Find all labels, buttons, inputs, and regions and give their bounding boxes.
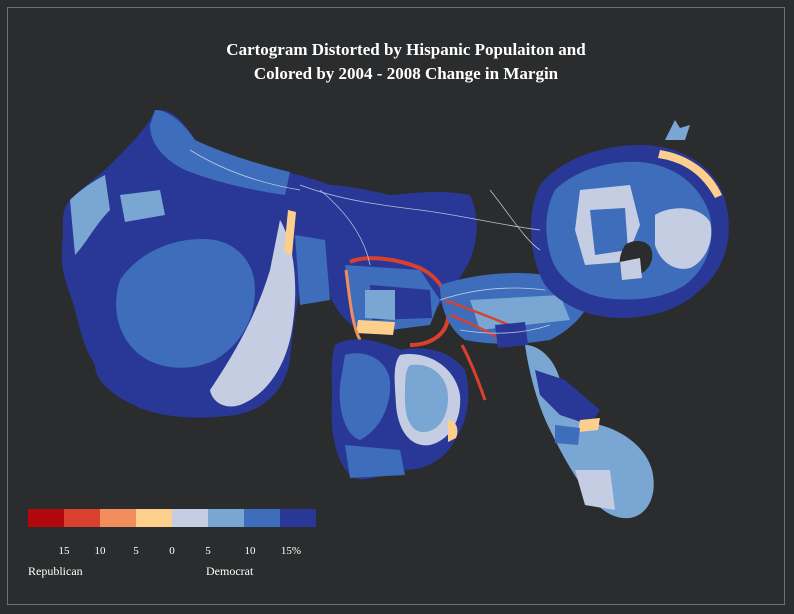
central-west-strip xyxy=(295,235,330,305)
west-ne-strip xyxy=(150,110,290,195)
south-bottom xyxy=(345,445,405,478)
legend-swatch-dem-10 xyxy=(244,509,280,527)
south-region xyxy=(331,339,487,480)
ne-blue-core xyxy=(590,208,628,255)
legend-tick-zero: 0 xyxy=(169,545,175,557)
legend-swatch-rep-15 xyxy=(28,509,64,527)
west-sliver xyxy=(210,220,296,407)
ne-top-spike xyxy=(665,120,690,140)
south-red-edge xyxy=(460,344,487,401)
central-region xyxy=(295,184,477,347)
legend-swatch-dem-15 xyxy=(280,509,316,527)
legend-swatch-rep-0 xyxy=(136,509,172,527)
central-north xyxy=(395,200,470,255)
title-line-1: Cartogram Distorted by Hispanic Populait… xyxy=(226,40,586,59)
legend-tick-rep-15: 15 xyxy=(58,545,70,557)
legend-tick-rep-10: 10 xyxy=(94,545,106,557)
ne-hole-pale xyxy=(620,258,642,280)
central-pale-block xyxy=(365,290,395,320)
west-ca-center xyxy=(116,239,255,368)
legend-swatch-rep-5 xyxy=(100,509,136,527)
fl-yellow xyxy=(578,418,600,432)
legend-color-bar xyxy=(28,509,316,527)
line-2 xyxy=(319,189,371,266)
legend-swatch-dem-0 xyxy=(172,509,208,527)
west-coast xyxy=(70,175,110,255)
line-6 xyxy=(489,189,541,251)
legend-swatch-rep-10 xyxy=(64,509,100,527)
map-title: Cartogram Distorted by Hispanic Populait… xyxy=(0,38,794,86)
legend-tick-dem-15: 15% xyxy=(280,545,302,557)
county-lines xyxy=(189,149,551,334)
band-dark-node xyxy=(495,322,528,348)
south-inner-oval xyxy=(404,364,448,432)
west-region xyxy=(61,109,366,418)
south-west-lobe xyxy=(339,353,391,440)
central-yellow-bar xyxy=(356,320,395,335)
band-light xyxy=(470,295,570,330)
ne-right-pale xyxy=(655,208,712,269)
legend-republican-label: Republican xyxy=(28,564,83,578)
northeast-region xyxy=(530,120,729,318)
line-3 xyxy=(439,287,546,301)
ne-yellow-arc xyxy=(658,150,722,198)
legend-democrat-label: Democrat xyxy=(206,564,254,578)
title-line-2: Colored by 2004 - 2008 Change in Margin xyxy=(253,64,559,83)
fl-dark-arm xyxy=(535,370,600,425)
fl-pale-bottom xyxy=(575,470,615,510)
line-1 xyxy=(299,184,541,231)
west-yellow-edge xyxy=(284,210,296,255)
legend-tick-rep-5: 5 xyxy=(133,545,139,557)
line-4 xyxy=(459,324,551,334)
central-orange-ring xyxy=(344,269,362,341)
legend-tick-dem-5: 5 xyxy=(205,545,211,557)
south-yellow-tip xyxy=(448,420,458,442)
west-pale-patch xyxy=(120,190,165,222)
florida-region xyxy=(525,345,654,519)
fl-dark-node xyxy=(555,425,580,445)
line-5 xyxy=(189,149,301,191)
legend-tick-dem-10: 10 xyxy=(244,545,256,557)
legend-swatch-dem-5 xyxy=(208,509,244,527)
